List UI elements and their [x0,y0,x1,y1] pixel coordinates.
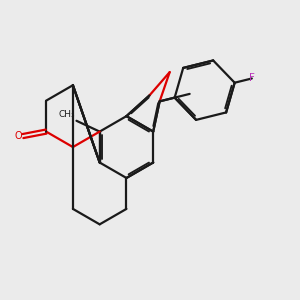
Text: O: O [15,131,22,141]
Text: F: F [249,74,255,83]
Text: CH₃: CH₃ [58,110,75,119]
